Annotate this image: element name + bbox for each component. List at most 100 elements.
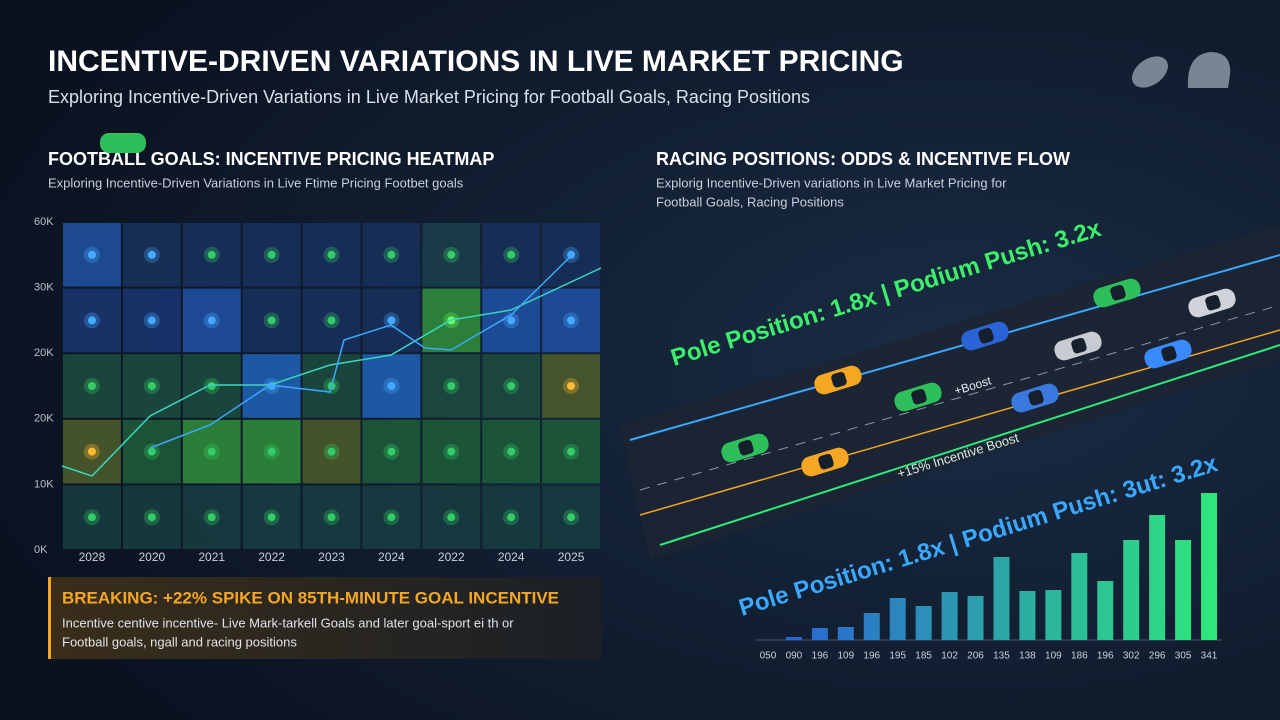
y-tick-label: 30K — [34, 282, 54, 294]
car-window — [738, 439, 754, 456]
x-tick-label: 186 — [1071, 651, 1088, 662]
breaking-box — [48, 577, 602, 659]
heatmap-dot — [207, 250, 216, 259]
car-window — [1161, 345, 1177, 362]
x-tick-label: 2022 — [438, 550, 465, 564]
heatmap-dot — [87, 382, 96, 390]
car — [1188, 288, 1236, 318]
heatmap-dot — [387, 316, 396, 325]
y-tick-label: 10K — [34, 478, 54, 490]
heatmap-dot — [447, 447, 456, 456]
bar — [1045, 590, 1062, 640]
x-tick-label: 102 — [941, 651, 958, 662]
car — [961, 321, 1009, 351]
car — [894, 382, 942, 412]
car — [801, 447, 849, 477]
heatmap-dot — [567, 447, 576, 456]
x-tick-label: 2022 — [258, 550, 285, 564]
heatmap-dot — [387, 513, 396, 522]
heatmap-dot — [507, 316, 516, 325]
y-tick-label: 20K — [34, 347, 54, 359]
x-tick-label: 2023 — [318, 550, 345, 564]
car — [1054, 331, 1102, 361]
heatmap-dot — [567, 316, 576, 325]
car — [721, 433, 769, 463]
heatmap-dot — [207, 382, 216, 390]
x-tick-label: 2025 — [558, 550, 585, 564]
x-tick-label: 185 — [915, 651, 932, 662]
bar — [1097, 581, 1114, 640]
heatmap-dot — [447, 513, 456, 522]
y-tick-label: 20K — [34, 413, 54, 425]
car — [1093, 278, 1141, 308]
car-window — [1110, 284, 1126, 301]
bar — [1019, 591, 1036, 640]
heatmap-dot — [147, 513, 156, 522]
bar — [863, 613, 880, 640]
heatmap-dot — [207, 513, 216, 522]
right-subtitle: Football Goals, Racing Positions — [656, 194, 844, 209]
heatmap-dot — [387, 382, 396, 390]
breaking-line: Football goals, ngall and racing positio… — [62, 634, 297, 649]
heatmap-dot — [327, 447, 336, 456]
heatmap-dot — [267, 447, 276, 456]
bar — [1071, 553, 1088, 640]
bar — [1175, 540, 1192, 640]
heatmap-dot — [447, 250, 456, 259]
x-tick-label: 109 — [837, 651, 854, 662]
heatmap-dot — [567, 382, 576, 390]
heatmap-dot — [87, 513, 96, 522]
left-subtitle: Exploring Incentive-Driven Variations in… — [48, 175, 464, 190]
x-tick-label: 305 — [1175, 651, 1192, 662]
race-track — [100, 133, 1280, 560]
car-window — [911, 388, 927, 405]
x-tick-label: 196 — [863, 651, 880, 662]
x-tick-label: 195 — [889, 651, 906, 662]
car-window — [1028, 389, 1044, 406]
x-tick-label: 196 — [1097, 651, 1114, 662]
x-tick-label: 302 — [1123, 651, 1140, 662]
bar-chart: 050 090 196 109 196 195 185 102 206 135 138 109 186 1… — [755, 493, 1222, 662]
car — [814, 365, 862, 395]
bar — [941, 592, 958, 640]
bar — [1123, 540, 1140, 640]
heatmap-dot — [267, 250, 276, 259]
heatmap-dot — [447, 382, 456, 390]
breaking-headline: BREAKING: +22% SPIKE ON 85TH-MINUTE GOAL… — [62, 588, 559, 607]
right-title: RACING POSITIONS: ODDS & INCENTIVE FLOW — [656, 149, 1070, 169]
x-tick-label: 109 — [1045, 651, 1062, 662]
car-window — [1071, 337, 1087, 354]
heatmap-dot — [147, 316, 156, 325]
heatmap-dot — [207, 316, 216, 325]
x-tick-label: 196 — [812, 651, 829, 662]
bar — [785, 637, 802, 640]
x-tick-label: 341 — [1201, 651, 1218, 662]
bar — [1201, 493, 1218, 640]
sport-icons — [1131, 52, 1231, 88]
breaking-accent — [48, 577, 51, 659]
heatmap-dot — [147, 447, 156, 456]
x-tick-label: 135 — [993, 651, 1010, 662]
car-window — [818, 453, 834, 470]
heatmap-dot — [267, 513, 276, 522]
heatmap-dot — [87, 250, 96, 259]
heatmap-dot — [507, 250, 516, 259]
bar — [915, 606, 932, 640]
bar — [993, 557, 1010, 640]
heatmap-dot — [267, 316, 276, 325]
x-tick-label: 2024 — [498, 550, 525, 564]
car — [1144, 339, 1192, 369]
x-tick-label: 090 — [786, 651, 803, 662]
bar — [967, 596, 984, 640]
heatmap-dot — [567, 513, 576, 522]
title: INCENTIVE-DRIVEN VARIATIONS IN LIVE MARK… — [48, 45, 904, 78]
right-subtitle: Explorig Incentive-Driven variations in … — [656, 175, 1007, 190]
heatmap-dot — [387, 250, 396, 259]
x-tick-label: 2028 — [79, 550, 106, 564]
car-window — [978, 327, 994, 344]
trend-lines — [61, 254, 602, 477]
heatmap-dot — [87, 447, 96, 456]
bar — [811, 628, 828, 640]
bar — [1149, 515, 1166, 640]
